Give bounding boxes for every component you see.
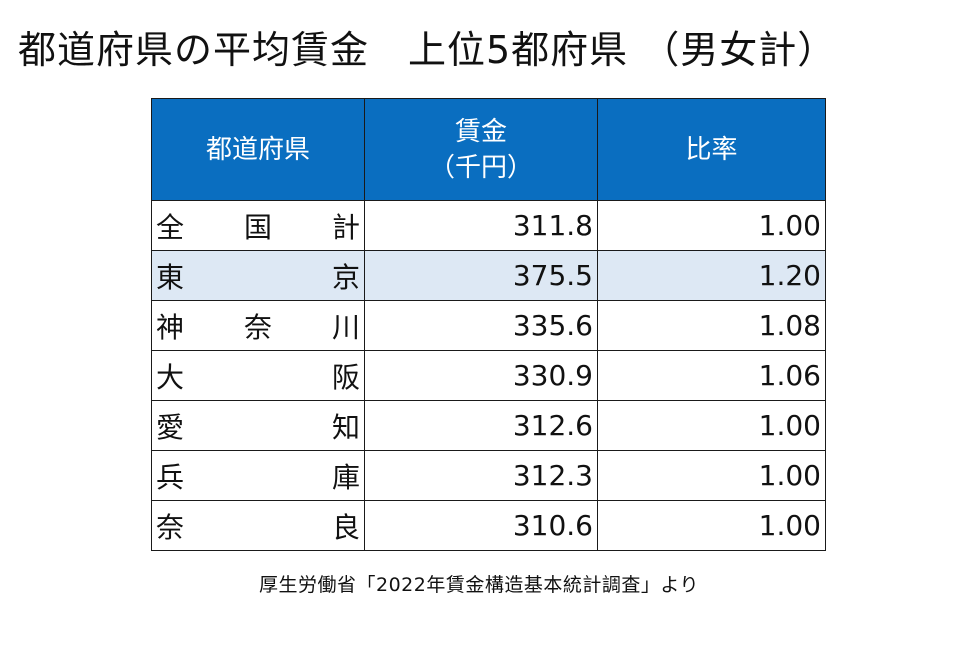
wage-cell: 375.5 [364,250,598,301]
prefecture-cell: 大阪 [151,350,365,401]
prefecture-char: 全 [156,210,185,244]
prefecture-char: 大 [156,360,185,394]
table-row: 神 奈 川 335.6 1.08 [151,300,826,351]
header-prefecture: 都道府県 [151,98,365,201]
prefecture-name: 東京 [156,256,360,296]
ratio-cell: 1.06 [597,350,826,401]
header-wage: 賃金 （千円） [364,98,598,201]
prefecture-cell: 全国計 [151,200,365,251]
table-row: 大阪 330.9 1.06 [151,350,826,401]
wage-cell: 312.3 [364,450,598,501]
table-body: 全国計 311.8 1.00 東京 375.5 1.20 神奈川 335.6 1.08 大阪 330… [151,200,826,551]
table-row: 全 国 計 311.8 1.00 [151,200,826,251]
wage-cell: 330.9 [364,350,598,401]
header-wage-label: 賃金 [454,116,507,147]
wage-cell: 335.6 [364,300,598,351]
ratio-cell: 1.00 [597,200,826,251]
prefecture-char: 計 [331,210,360,244]
prefecture-char: 神 [156,310,185,344]
prefecture-name: 全国計 [156,206,360,246]
prefecture-char: 京 [331,260,360,294]
prefecture-char: 庫 [331,460,360,494]
table-row: 東京 375.5 1.20 [151,250,826,301]
ratio-cell: 1.00 [597,450,826,501]
prefecture-char: 国 [243,210,272,244]
prefecture-cell: 愛知 [151,400,365,451]
prefecture-char: 奈 [243,310,272,344]
ratio-cell: 1.08 [597,300,826,351]
prefecture-char: 東 [156,260,185,294]
wage-cell: 311.8 [364,200,598,251]
ratio-cell: 1.00 [597,500,826,551]
page-title: 都道府県の平均賃金 上位5都府県 （男女計） [18,28,837,72]
ratio-cell: 1.20 [597,250,826,301]
prefecture-char: 知 [331,410,360,444]
prefecture-char: 良 [331,510,360,544]
prefecture-char: 兵 [156,460,185,494]
header-wage-unit: （千円） [428,152,533,183]
prefecture-char: 奈 [156,510,185,544]
prefecture-name: 兵庫 [156,456,360,496]
prefecture-char: 阪 [331,360,360,394]
table-row: 兵庫 312.3 1.00 [151,450,826,501]
wage-cell: 310.6 [364,500,598,551]
prefecture-cell: 神奈川 [151,300,365,351]
table-header-row: 都道府県 賃金 （千円） 比率 [151,98,826,201]
prefecture-cell: 東京 [151,250,365,301]
prefecture-cell: 兵庫 [151,450,365,501]
wage-table: 都道府県 賃金 （千円） 比率 全国計 311.8 1.00 東京 375.5 1.20 神… [151,98,826,551]
ratio-cell: 1.00 [597,400,826,451]
source-note: 厚生労働省「2022年賃金構造基本統計調査」より [259,574,699,596]
prefecture-cell: 奈良 [151,500,365,551]
prefecture-name: 大阪 [156,356,360,396]
wage-cell: 312.6 [364,400,598,451]
table-row: 愛知 312.6 1.00 [151,400,826,451]
prefecture-name: 奈良 [156,506,360,546]
table-row: 奈良 310.6 1.00 [151,500,826,551]
header-ratio: 比率 [597,98,826,201]
prefecture-char: 川 [331,310,360,344]
prefecture-name: 神奈川 [156,306,360,346]
prefecture-char: 愛 [156,410,185,444]
prefecture-name: 愛知 [156,406,360,446]
